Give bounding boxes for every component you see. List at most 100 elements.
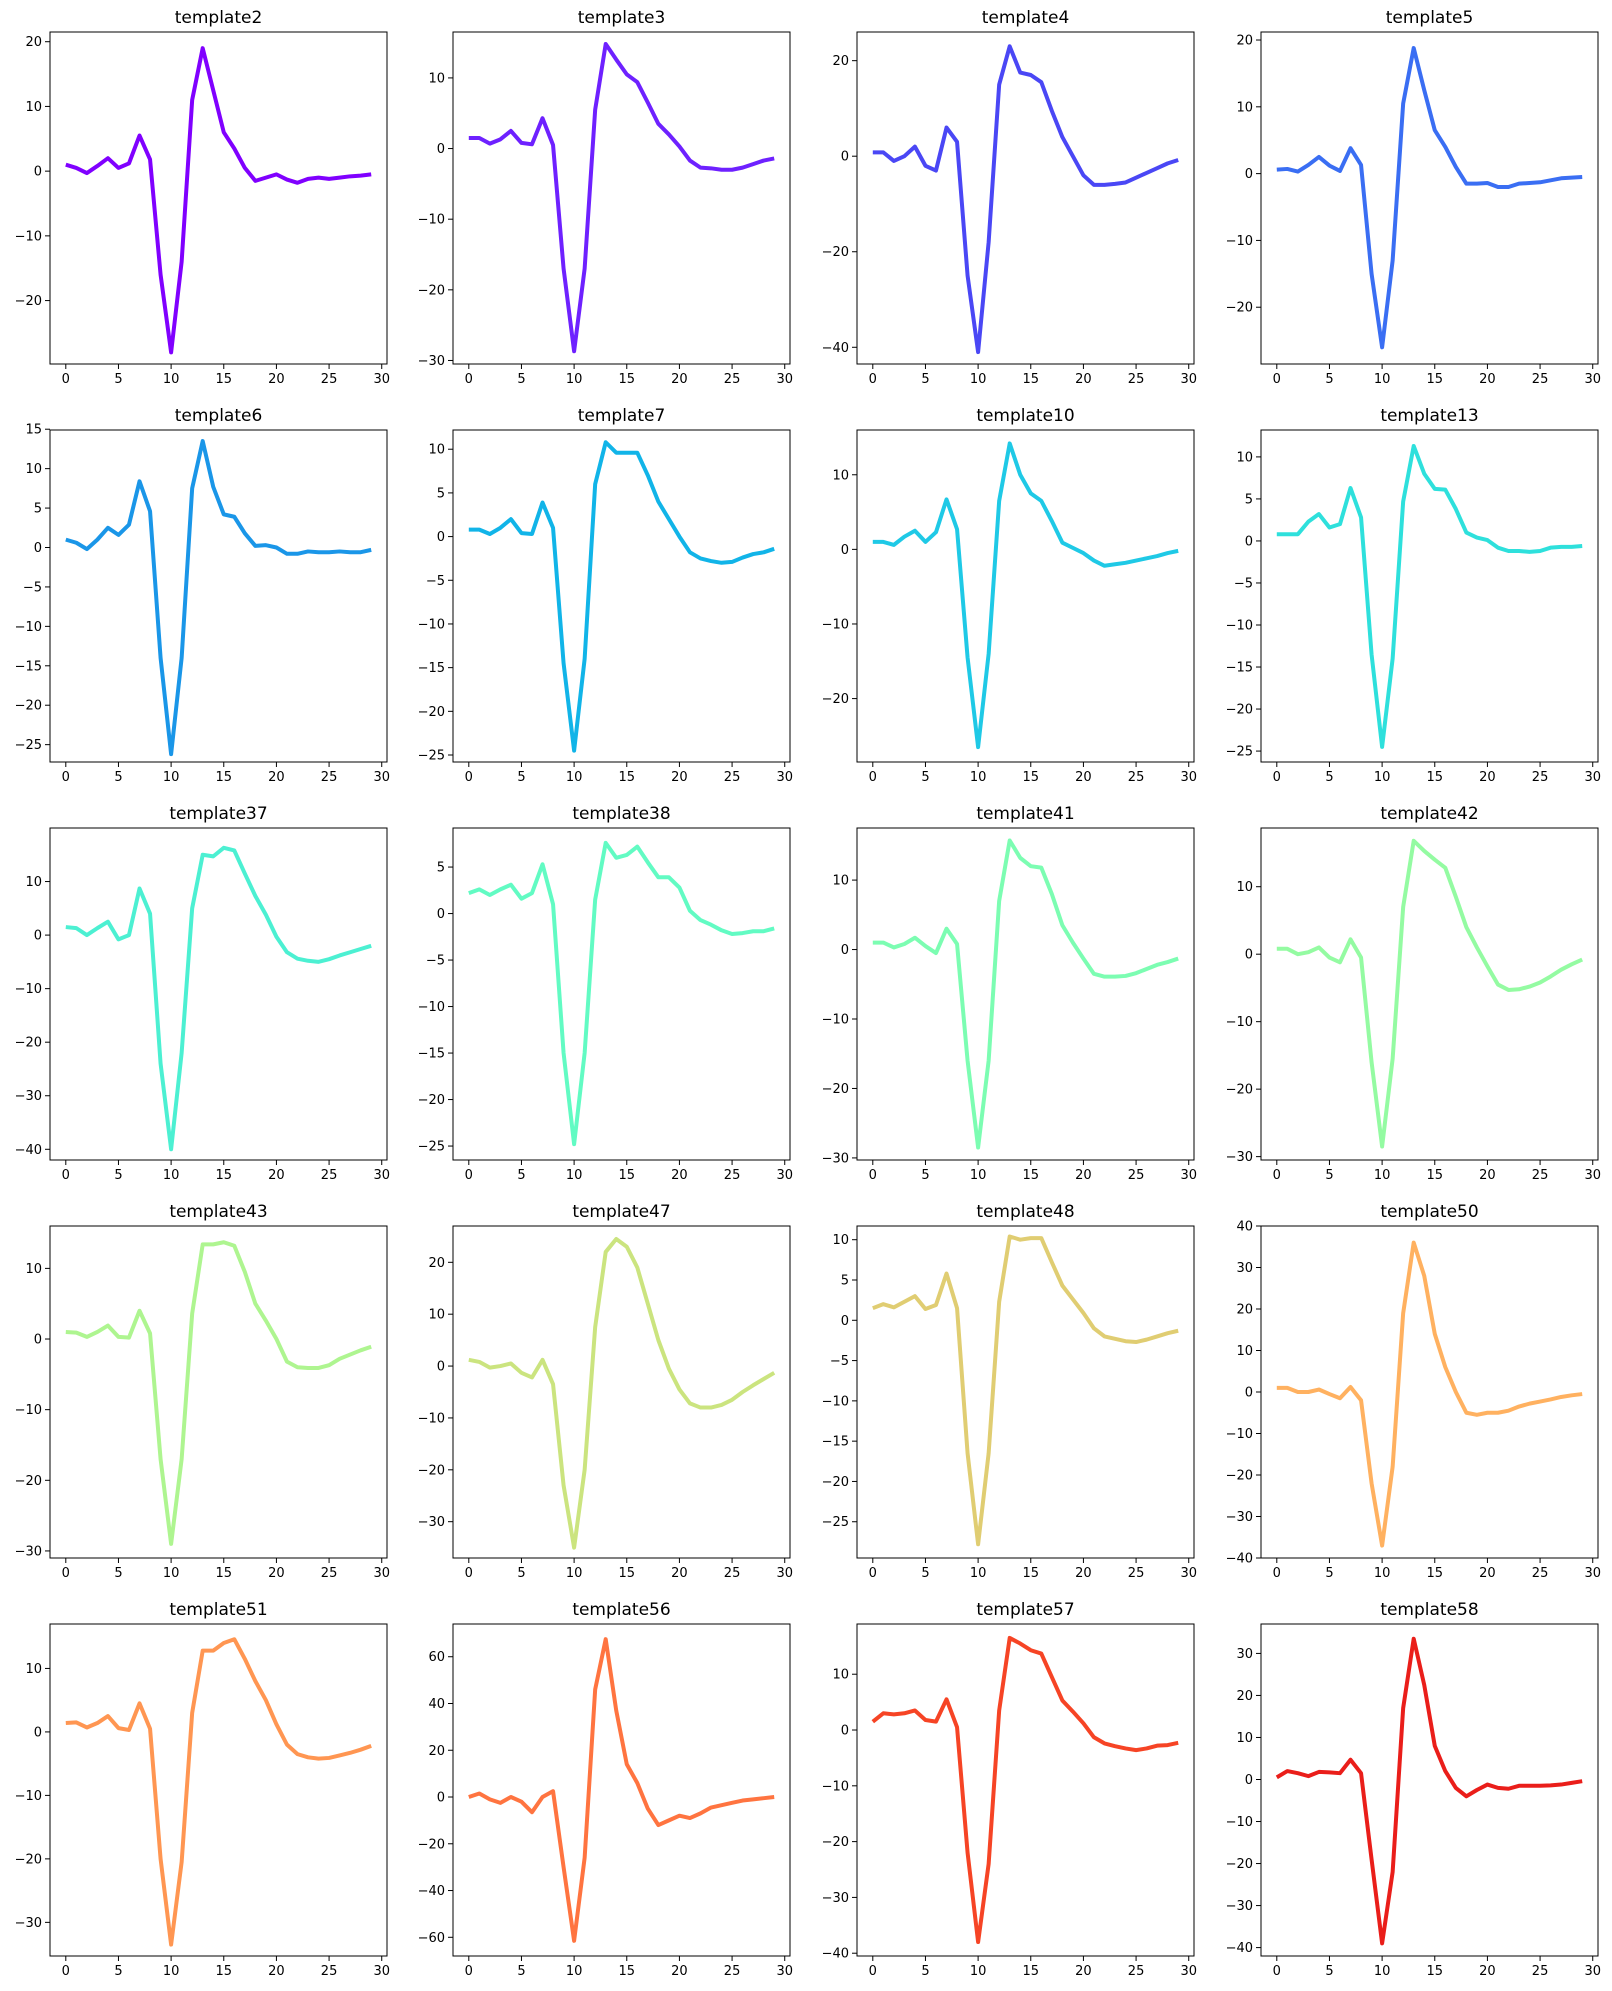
- x-tick-label: 0: [62, 1168, 70, 1183]
- x-tick-label: 25: [321, 372, 338, 387]
- x-tick-label: 25: [321, 1566, 338, 1581]
- y-tick-label: 10: [832, 1233, 849, 1248]
- y-tick-label: 10: [1236, 450, 1253, 465]
- chart-title: template50: [1380, 1202, 1478, 1222]
- x-tick-label: 30: [373, 1566, 390, 1581]
- plot-frame: [856, 1623, 1195, 1957]
- x-tick-label: 25: [724, 1168, 741, 1183]
- chart-title: template51: [169, 1600, 267, 1620]
- chart-panel: template43 0 5 10 15 20 25 30 −30 −20 −10 0 10: [15, 1202, 390, 1581]
- x-tick-label: 5: [114, 1168, 122, 1183]
- series-line: [468, 840, 775, 1147]
- x-tick-label: 5: [1325, 770, 1333, 785]
- y-tick-label: −5: [426, 574, 445, 589]
- y-tick-label: 0: [841, 150, 849, 165]
- chart-panel: template48 0 5 10 15 20 25 30 −25 −20 −15 −10 −5 0 5 10: [822, 1202, 1197, 1581]
- x-tick-label: 15: [618, 1964, 635, 1979]
- plot-frame: [452, 827, 791, 1161]
- y-tick-label: 0: [34, 1725, 42, 1740]
- y-tick-label: −20: [822, 1082, 849, 1097]
- x-tick-label: 25: [1128, 1566, 1145, 1581]
- y-tick-label: −10: [418, 213, 445, 228]
- chart-panel: template5 0 5 10 15 20 25 30 −20 −10 0 10 20: [1226, 8, 1601, 387]
- x-tick-label: 30: [1180, 1964, 1197, 1979]
- chart-title: template47: [572, 1202, 670, 1222]
- chart-panel: template37 0 5 10 15 20 25 30 −40 −30 −20 −10 0 10: [15, 804, 390, 1183]
- x-tick-label: 25: [1128, 372, 1145, 387]
- y-tick-label: −10: [1226, 618, 1253, 633]
- series-line: [65, 1637, 372, 1947]
- x-tick-label: 10: [970, 1566, 987, 1581]
- chart-title: template41: [976, 804, 1074, 824]
- x-tick-label: 5: [517, 1168, 525, 1183]
- y-tick-label: −40: [1226, 1941, 1253, 1956]
- x-tick-label: 30: [776, 1964, 793, 1979]
- x-tick-label: 10: [163, 372, 180, 387]
- plot-frame: [856, 31, 1195, 365]
- x-tick-label: 0: [869, 1168, 877, 1183]
- y-tick-label: 0: [34, 1333, 42, 1348]
- x-tick-label: 15: [1022, 1168, 1039, 1183]
- y-tick-label: 0: [437, 1360, 445, 1375]
- y-tick-label: −20: [418, 283, 445, 298]
- y-tick-label: −20: [1226, 1469, 1253, 1484]
- chart-panel: template41 0 5 10 15 20 25 30 −30 −20 −10 0 10: [822, 804, 1197, 1183]
- plot-frame: [452, 429, 791, 763]
- y-tick-label: 0: [1245, 1773, 1253, 1788]
- x-tick-label: 15: [1426, 1964, 1443, 1979]
- x-tick-label: 0: [62, 372, 70, 387]
- y-tick-label: −30: [418, 1515, 445, 1530]
- y-tick-label: 0: [841, 1724, 849, 1739]
- series-line: [872, 441, 1179, 750]
- y-tick-label: −5: [830, 1354, 849, 1369]
- series-line: [872, 1234, 1179, 1547]
- y-tick-label: 15: [25, 423, 42, 438]
- chart-panel: template10 0 5 10 15 20 25 30 −20 −10 0 10: [822, 406, 1197, 785]
- y-tick-label: −40: [822, 341, 849, 356]
- y-tick-label: −30: [822, 1891, 849, 1906]
- chart-title: template6: [175, 406, 263, 426]
- x-tick-label: 0: [465, 1964, 473, 1979]
- y-tick-label: 0: [34, 929, 42, 944]
- x-tick-label: 20: [1479, 770, 1496, 785]
- x-tick-label: 15: [1022, 770, 1039, 785]
- y-tick-label: −10: [15, 620, 42, 635]
- x-tick-label: 30: [1584, 770, 1601, 785]
- x-tick-label: 30: [373, 770, 390, 785]
- x-tick-label: 5: [1325, 1168, 1333, 1183]
- y-tick-label: −10: [15, 1789, 42, 1804]
- y-tick-label: −40: [1226, 1552, 1253, 1567]
- y-tick-label: −15: [418, 1047, 445, 1062]
- x-tick-label: 0: [869, 1964, 877, 1979]
- y-tick-label: −20: [822, 692, 849, 707]
- x-tick-label: 20: [1075, 770, 1092, 785]
- x-tick-label: 25: [321, 1964, 338, 1979]
- plot-frame: [452, 31, 791, 365]
- x-tick-label: 15: [215, 1566, 232, 1581]
- x-tick-label: 30: [1180, 1566, 1197, 1581]
- y-tick-label: 10: [1236, 880, 1253, 895]
- plot-frame: [1260, 1225, 1599, 1559]
- y-tick-label: −30: [418, 354, 445, 369]
- x-tick-label: 10: [163, 1964, 180, 1979]
- x-tick-label: 5: [921, 1566, 929, 1581]
- plot-frame: [1260, 1623, 1599, 1957]
- chart-panel: template4 0 5 10 15 20 25 30 −40 −20 0 20: [822, 8, 1197, 387]
- x-tick-label: 25: [1532, 1566, 1549, 1581]
- y-tick-label: −10: [418, 617, 445, 632]
- x-tick-label: 25: [1128, 770, 1145, 785]
- x-tick-label: 5: [114, 372, 122, 387]
- chart-panel: template51 0 5 10 15 20 25 30 −30 −20 −10 0 10: [15, 1600, 390, 1979]
- y-tick-label: 5: [437, 861, 445, 876]
- x-tick-label: 0: [869, 770, 877, 785]
- x-tick-label: 25: [321, 1168, 338, 1183]
- x-tick-label: 30: [1584, 1566, 1601, 1581]
- y-tick-label: 0: [437, 907, 445, 922]
- plot-frame: [1260, 429, 1599, 763]
- y-tick-label: 10: [832, 874, 849, 889]
- series-line: [872, 44, 1179, 355]
- x-tick-label: 25: [724, 1566, 741, 1581]
- y-tick-label: −10: [1226, 1815, 1253, 1830]
- chart-title: template4: [982, 8, 1070, 28]
- y-tick-label: −10: [15, 982, 42, 997]
